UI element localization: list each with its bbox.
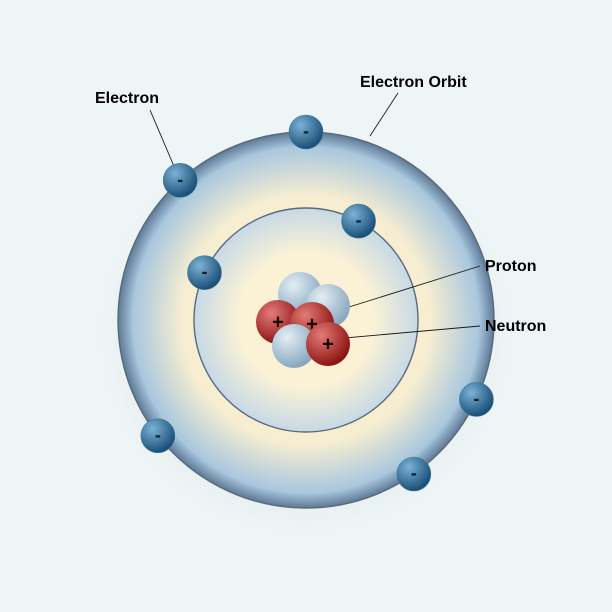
label-proton: Proton [485, 258, 537, 276]
svg-text:-: - [177, 169, 183, 189]
svg-text:-: - [155, 425, 161, 445]
svg-text:-: - [356, 210, 362, 230]
atom-diagram: +++------- Electron Electron Orbit Proto… [0, 0, 612, 612]
label-electron: Electron [95, 90, 159, 108]
label-neutron: Neutron [485, 318, 546, 336]
label-electron-orbit: Electron Orbit [360, 74, 467, 92]
svg-text:+: + [322, 333, 334, 355]
svg-text:-: - [201, 262, 207, 282]
svg-text:-: - [411, 463, 417, 483]
svg-text:-: - [473, 388, 479, 408]
atom-svg: +++------- [0, 0, 612, 612]
svg-text:-: - [303, 121, 309, 141]
